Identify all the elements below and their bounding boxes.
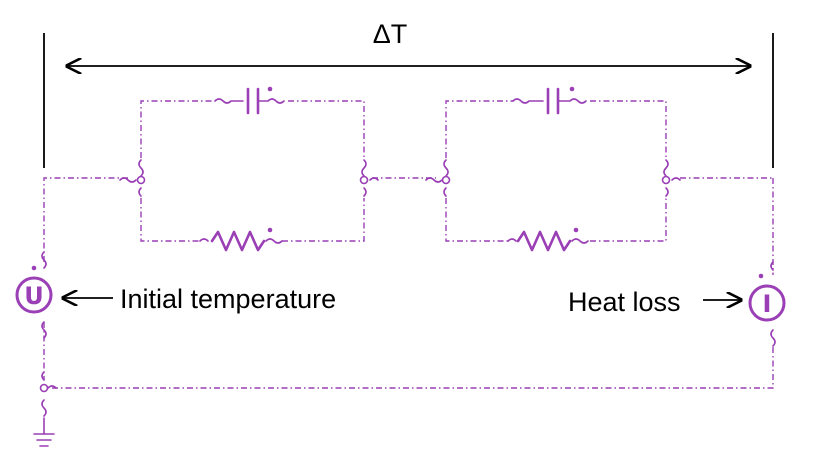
junction-node: [39, 371, 57, 417]
capacitor-2: [512, 86, 587, 115]
junction-node: [119, 159, 146, 197]
wires: [43, 100, 774, 389]
block1-top-right: [288, 100, 365, 158]
wire-bottom-return: [52, 345, 774, 389]
delta-t-label: ΔT: [373, 19, 408, 49]
junction-node: [359, 159, 379, 197]
block2-top-right: [590, 100, 667, 158]
junction-node: [661, 159, 681, 197]
voltage-source-icon: U: [15, 251, 53, 339]
voltage-source-symbol: U: [24, 282, 44, 310]
block1-top-left: [140, 100, 215, 158]
current-source-symbol: I: [763, 290, 772, 318]
junction-node: [425, 159, 451, 197]
current-source-icon: I: [748, 261, 786, 347]
block2-bottom-right: [590, 198, 667, 242]
ground-icon: [33, 417, 55, 447]
heat-loss-label: Heat loss: [568, 287, 681, 317]
block2-bottom-left: [445, 198, 508, 242]
block1-bottom-right: [282, 198, 365, 242]
block1-bottom-left: [140, 198, 200, 242]
annotation-initial-temperature: Initial temperature: [63, 284, 336, 314]
resistor-2: [507, 227, 589, 252]
annotation-heat-loss: Heat loss: [568, 287, 741, 317]
capacitor-1: [214, 86, 285, 115]
junctions: [39, 159, 681, 417]
resistor-1: [199, 227, 283, 252]
wire-left-top: [43, 177, 128, 262]
delta-t-dimension: ΔT: [43, 19, 774, 168]
initial-temperature-label: Initial temperature: [120, 284, 336, 314]
block2-top-left: [445, 100, 513, 158]
